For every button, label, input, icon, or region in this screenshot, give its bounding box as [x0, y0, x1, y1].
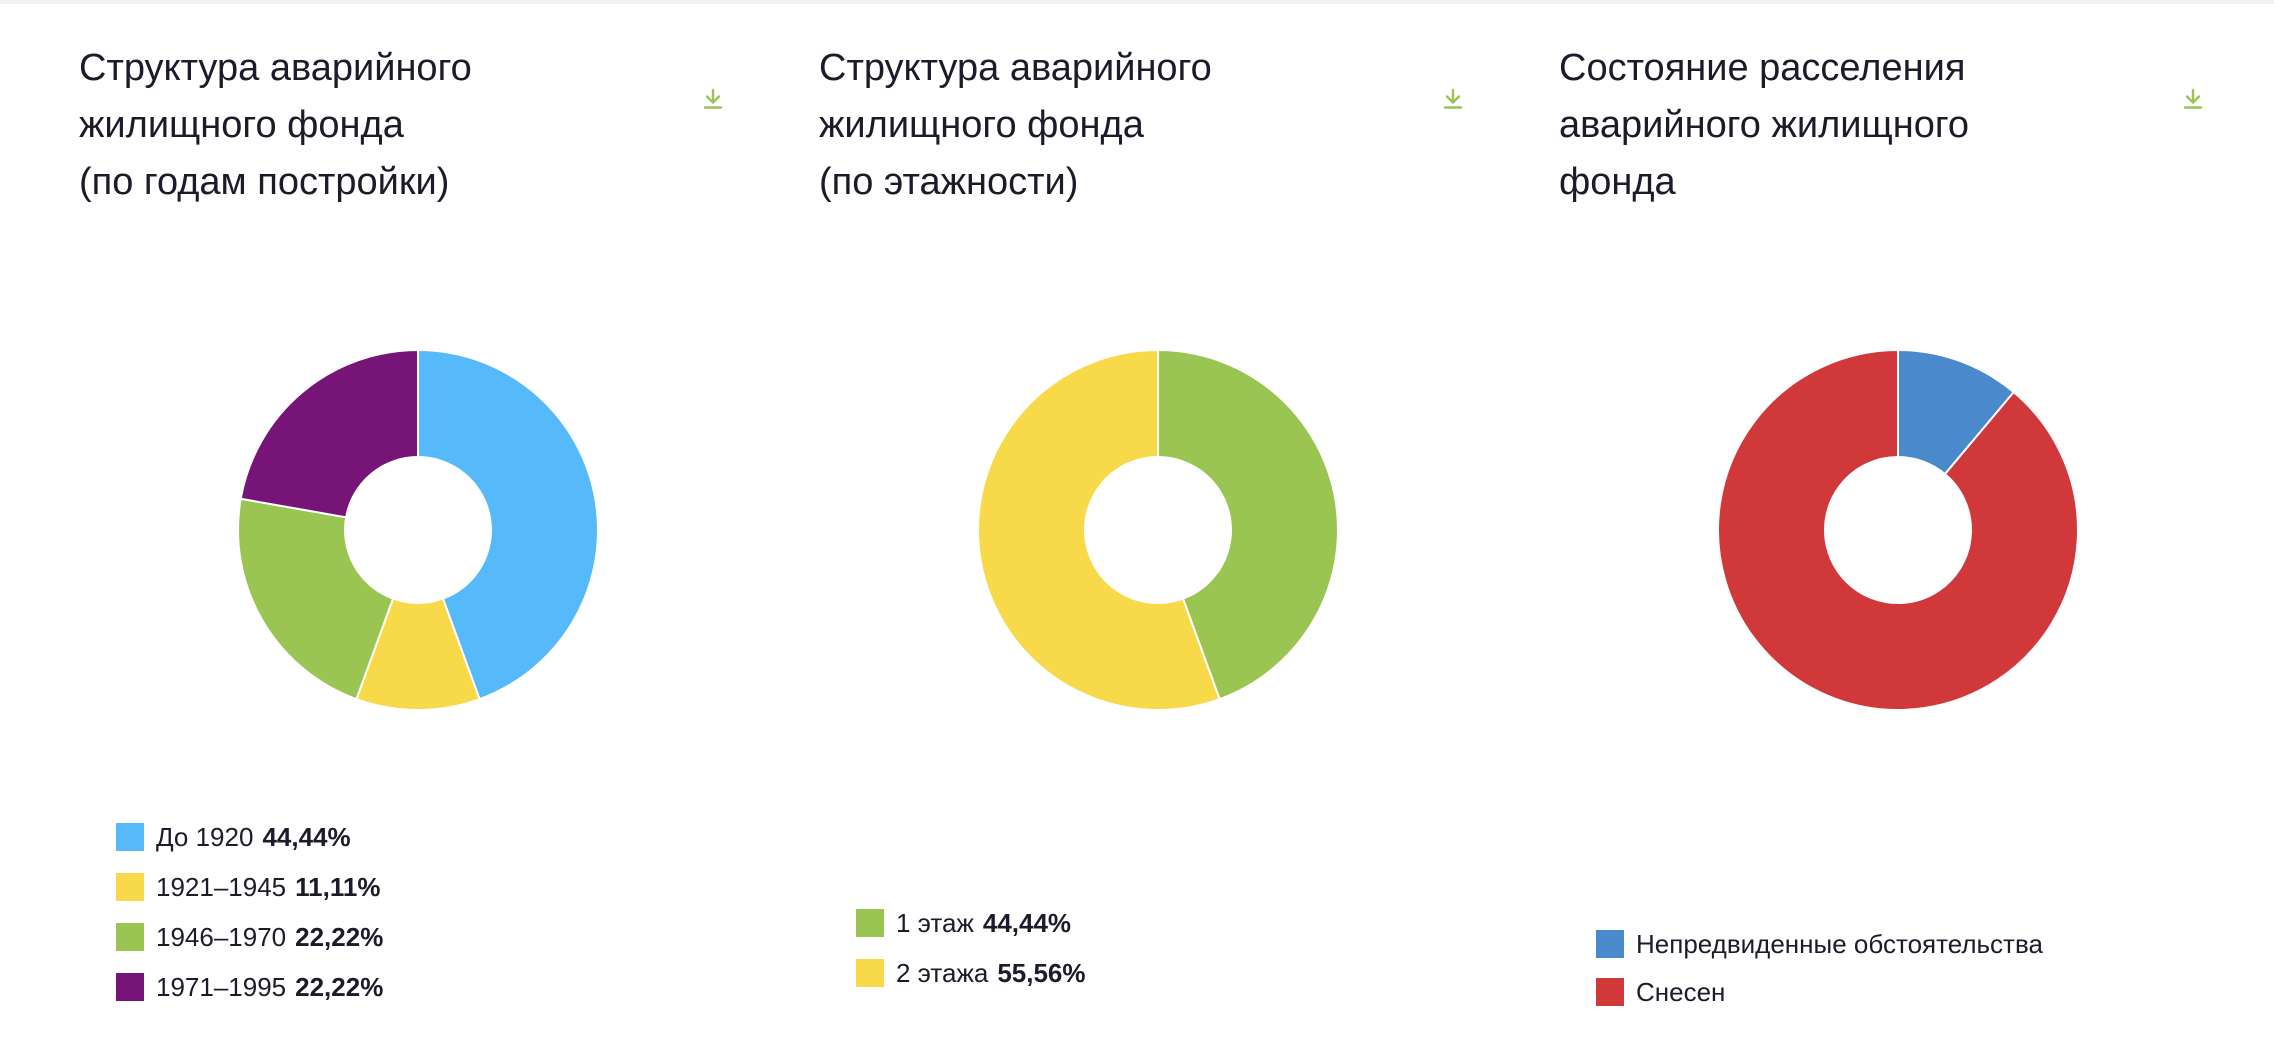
legend-label: 1971–1995	[156, 971, 287, 1002]
legend-item[interactable]: 2 этажа 55,56%	[856, 948, 1086, 998]
chart-title: Структура аварийного жилищного фонда (по…	[819, 47, 1212, 203]
legend-swatch	[116, 873, 144, 901]
legend-value: 44,44%	[262, 821, 351, 852]
chart-title: Состояние расселения аварийного жилищног…	[1559, 47, 1970, 203]
donut-chart	[977, 348, 1339, 711]
legend-label: Снесен	[1636, 976, 1726, 1007]
legend-item[interactable]: 1946–1970 22,22%	[116, 912, 383, 962]
legend-item[interactable]: 1971–1995 22,22%	[116, 962, 383, 1012]
download-arrow-icon[interactable]	[1440, 86, 1466, 112]
donut-slice-1[interactable]	[417, 348, 599, 701]
legend-item[interactable]: До 1920 44,44%	[116, 812, 383, 862]
legend-swatch	[1596, 978, 1624, 1006]
legend-label: До 1920	[156, 821, 254, 852]
legend-label: Непредвиденные обстоятельства	[1636, 928, 2043, 959]
chart-panel-resettlement: Состояние расселения аварийного жилищног…	[1480, 0, 2220, 1048]
legend-item[interactable]: 1921–1945 11,11%	[116, 862, 383, 912]
legend-swatch	[116, 823, 144, 851]
legend-swatch	[856, 959, 884, 987]
legend-value: 44,44%	[982, 907, 1072, 938]
legend-label: 2 этажа	[896, 957, 989, 988]
donut-slice-2[interactable]	[1717, 348, 2079, 711]
download-arrow-icon[interactable]	[2180, 86, 2206, 112]
download-arrow-icon[interactable]	[700, 86, 726, 112]
legend-swatch	[856, 909, 884, 937]
chart-legend: Непредвиденные обстоятельства Снесен	[1596, 920, 2043, 1016]
legend-label: 1946–1970	[156, 921, 287, 952]
donut-slice-4[interactable]	[239, 348, 419, 519]
legend-item[interactable]: 1 этаж 44,44%	[856, 898, 1086, 948]
legend-swatch	[1596, 930, 1624, 958]
legend-label: 1 этаж	[896, 907, 974, 938]
chart-title: Структура аварийного жилищного фонда (по…	[79, 47, 472, 203]
donut-slice-2[interactable]	[977, 348, 1221, 711]
donut-slice-1[interactable]	[1157, 348, 1339, 701]
chart-panel-build-year: Структура аварийного жилищного фонда (по…	[0, 0, 740, 1048]
legend-label: 1921–1945	[156, 871, 287, 902]
top-divider	[0, 0, 2274, 4]
chart-legend: До 1920 44,44% 1921–1945 11,11% 1946–1970 22,…	[116, 812, 383, 1012]
legend-swatch	[116, 923, 144, 951]
chart-panel-floors: Структура аварийного жилищного фонда (по…	[740, 0, 1480, 1048]
chart-legend: 1 этаж 44,44% 2 этажа 55,56%	[856, 898, 1086, 998]
legend-value: 22,22%	[295, 971, 384, 1002]
legend-swatch	[116, 973, 144, 1001]
legend-value: 55,56%	[997, 957, 1086, 988]
legend-value: 11,11%	[295, 871, 381, 902]
donut-slice-3[interactable]	[237, 497, 395, 701]
legend-item[interactable]: Снесен	[1596, 968, 2043, 1016]
legend-item[interactable]: Непредвиденные обстоятельства	[1596, 920, 2043, 968]
donut-chart	[237, 348, 599, 712]
donut-chart	[1717, 348, 2079, 711]
legend-value: 22,22%	[295, 921, 384, 952]
